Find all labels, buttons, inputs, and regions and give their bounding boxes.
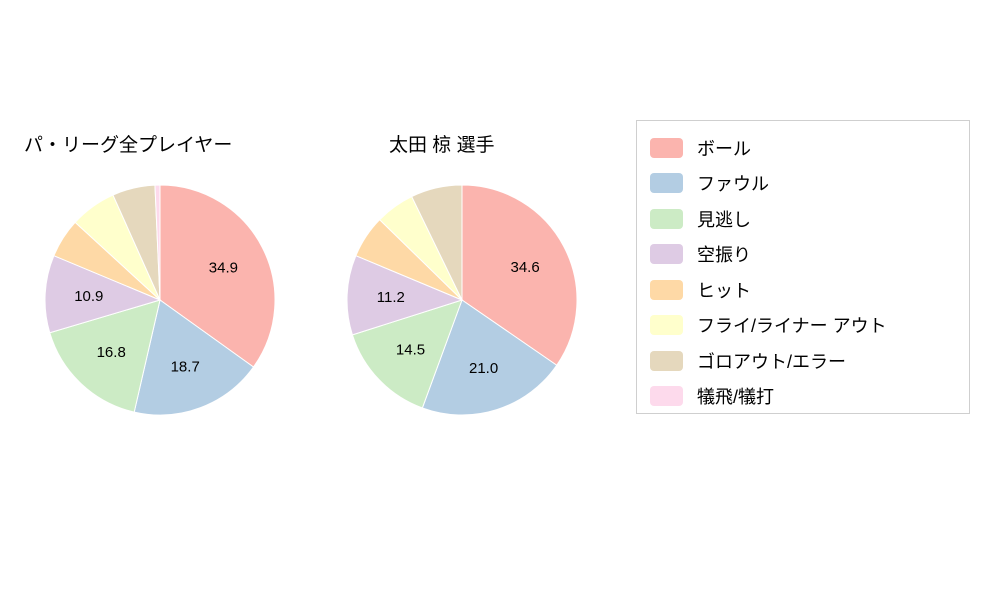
legend-swatch bbox=[650, 386, 683, 407]
pie-slice-6 bbox=[411, 184, 463, 301]
legend-label: ファウル bbox=[697, 174, 769, 195]
legend-swatch bbox=[650, 350, 683, 371]
legend-item-5: フライ/ライナー アウト bbox=[650, 308, 969, 344]
legend: ボールファウル見逃し空振りヒットフライ/ライナー アウト ゴロアウト/エラー 犠飛/… bbox=[636, 120, 970, 414]
slice-value-label: 16.8 bbox=[97, 344, 126, 361]
legend-item-2: 見逃し bbox=[650, 201, 969, 237]
left-pie-title: パ・リーグ全プレイヤー bbox=[24, 135, 233, 156]
slice-value-label: 14.5 bbox=[396, 341, 425, 358]
slice-value-label: 10.9 bbox=[74, 288, 103, 305]
slice-value-label: 21.0 bbox=[469, 360, 498, 377]
pie-slice-1 bbox=[133, 299, 255, 416]
slice-value-label: 18.7 bbox=[171, 359, 200, 376]
pie-slice-3 bbox=[346, 255, 464, 336]
legend-item-7: 犠飛/犠打 bbox=[650, 379, 969, 415]
pie-slice-1 bbox=[421, 299, 558, 416]
legend-swatch bbox=[650, 279, 683, 300]
pie-slice-0 bbox=[461, 184, 578, 366]
slice-value-label: 11.2 bbox=[377, 289, 405, 306]
slice-value-label: 34.6 bbox=[510, 259, 539, 276]
legend-item-6: ゴロアウト/エラー bbox=[650, 343, 969, 379]
legend-swatch bbox=[650, 173, 683, 194]
legend-item-4: ヒット bbox=[650, 272, 969, 308]
legend-swatch bbox=[650, 244, 683, 265]
pie-slice-7 bbox=[154, 184, 161, 301]
legend-swatch bbox=[650, 137, 683, 158]
legend-item-1: ファウル bbox=[650, 166, 969, 202]
legend-item-0: ボール bbox=[650, 130, 969, 166]
left-pie-chart: 34.9 18.7 16.8 10.9 bbox=[44, 184, 276, 416]
pie-slice-0 bbox=[159, 184, 276, 368]
legend-label: ゴロアウト/エラー bbox=[697, 351, 847, 372]
pie-slice-2 bbox=[351, 299, 463, 409]
pie-slice-2 bbox=[49, 299, 161, 413]
legend-label: 見逃し bbox=[697, 209, 751, 230]
legend-swatch bbox=[650, 208, 683, 229]
legend-item-3: 空振り bbox=[650, 237, 969, 273]
right-pie-chart: 34.6 21.0 14.5 11.2 bbox=[346, 184, 578, 416]
right-pie-title: 太田 椋 選手 bbox=[389, 135, 495, 156]
legend-label: ボール bbox=[697, 138, 751, 159]
legend-swatch bbox=[650, 315, 683, 336]
legend-label: 空振り bbox=[697, 245, 751, 266]
legend-label: ヒット bbox=[697, 280, 751, 301]
pie-slice-3 bbox=[44, 255, 162, 334]
slice-value-label: 34.9 bbox=[209, 259, 238, 276]
legend-label: フライ/ライナー アウト bbox=[697, 316, 887, 337]
legend-label: 犠飛/犠打 bbox=[697, 387, 775, 408]
